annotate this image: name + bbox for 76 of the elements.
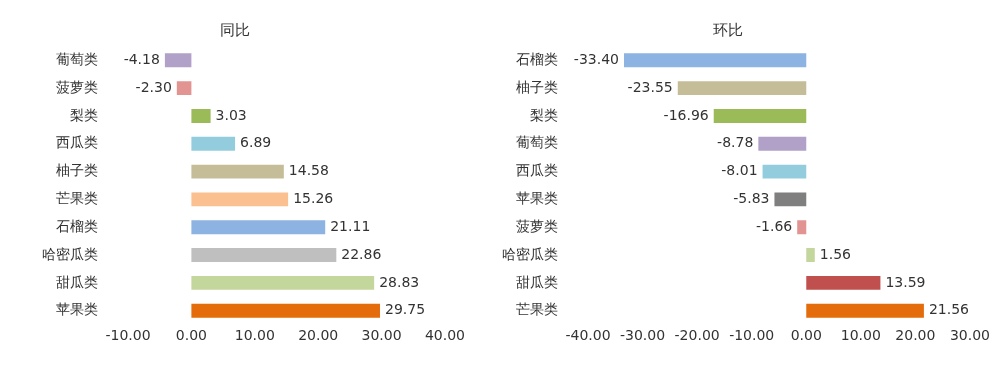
data-label: -1.66: [755, 217, 793, 234]
y-tick-label: 哈密瓜类: [42, 245, 98, 262]
x-tick-label: 10.00: [840, 326, 881, 343]
y-tick-label: 苹果类: [56, 301, 98, 318]
bar: [806, 275, 881, 290]
y-tick-label: 石榴类: [516, 50, 558, 67]
y-tick-label: 苹果类: [516, 190, 558, 207]
bar: [191, 275, 375, 290]
data-label: 14.58: [288, 162, 329, 179]
y-tick-label: 葡萄类: [56, 50, 98, 67]
data-label: 1.56: [819, 245, 852, 262]
bar: [191, 303, 380, 318]
data-label: 3.03: [215, 106, 247, 123]
bar: [806, 248, 815, 263]
x-tick-label: 0.00: [790, 326, 822, 343]
data-label: 29.75: [384, 301, 426, 318]
y-tick-label: 梨类: [70, 106, 98, 123]
bar: [762, 164, 807, 179]
x-tick-label: -20.00: [674, 326, 720, 343]
data-label: -8.78: [717, 134, 754, 151]
x-tick-label: 20.00: [298, 326, 339, 343]
x-tick-label: 20.00: [895, 326, 936, 343]
x-tick-label: -10.00: [105, 326, 151, 343]
x-tick-label: -40.00: [565, 326, 611, 343]
data-label: -8.01: [721, 162, 758, 179]
data-label: 13.59: [885, 273, 926, 290]
x-tick-label: -10.00: [729, 326, 775, 343]
bar: [758, 136, 807, 151]
bar: [797, 220, 807, 235]
x-tick-label: 30.00: [361, 326, 402, 343]
chart-title: 环比: [712, 21, 743, 40]
bar: [191, 248, 337, 263]
data-label: 22.86: [341, 245, 382, 262]
x-tick-label: 0.00: [175, 326, 207, 343]
data-label: 21.11: [330, 217, 371, 234]
x-tick-label: 30.00: [949, 326, 991, 343]
bar: [806, 303, 924, 318]
x-tick-label: 40.00: [424, 326, 466, 343]
bar: [713, 109, 807, 123]
y-tick-label: 甜瓜类: [56, 273, 98, 290]
bar: [191, 136, 236, 151]
data-label: 28.83: [379, 273, 420, 290]
x-tick-label: -30.00: [620, 326, 666, 343]
y-tick-label: 葡萄类: [516, 134, 558, 151]
data-label: -23.55: [627, 78, 673, 95]
data-label: -5.83: [733, 190, 770, 207]
bar: [191, 164, 284, 179]
data-label: -16.96: [663, 106, 709, 123]
y-tick-label: 菠萝类: [56, 78, 98, 95]
y-tick-label: 芒果类: [516, 301, 558, 318]
data-label: -4.18: [123, 50, 160, 67]
bar: [191, 192, 289, 207]
bar: [176, 81, 192, 96]
data-label: 15.26: [293, 190, 334, 207]
chart-title: 同比: [220, 21, 250, 40]
data-label: -2.30: [135, 78, 172, 95]
y-tick-label: 哈密瓜类: [502, 245, 558, 262]
bar: [774, 192, 807, 207]
y-tick-label: 西瓜类: [56, 134, 98, 151]
data-label: 21.56: [928, 301, 970, 318]
bar: [677, 81, 807, 96]
y-tick-label: 芒果类: [56, 190, 98, 207]
bar: [164, 53, 192, 68]
y-tick-label: 柚子类: [56, 162, 98, 179]
bar: [624, 53, 807, 68]
y-tick-label: 西瓜类: [516, 162, 558, 179]
y-tick-label: 梨类: [530, 106, 558, 123]
bar: [191, 220, 326, 235]
y-tick-label: 柚子类: [516, 78, 558, 95]
data-label: -33.40: [573, 50, 620, 67]
bar: [191, 109, 211, 123]
data-label: 6.89: [240, 134, 272, 151]
y-tick-label: 石榴类: [56, 217, 98, 234]
y-tick-label: 菠萝类: [516, 217, 558, 234]
x-tick-label: 10.00: [234, 326, 275, 343]
y-tick-label: 甜瓜类: [516, 273, 558, 290]
